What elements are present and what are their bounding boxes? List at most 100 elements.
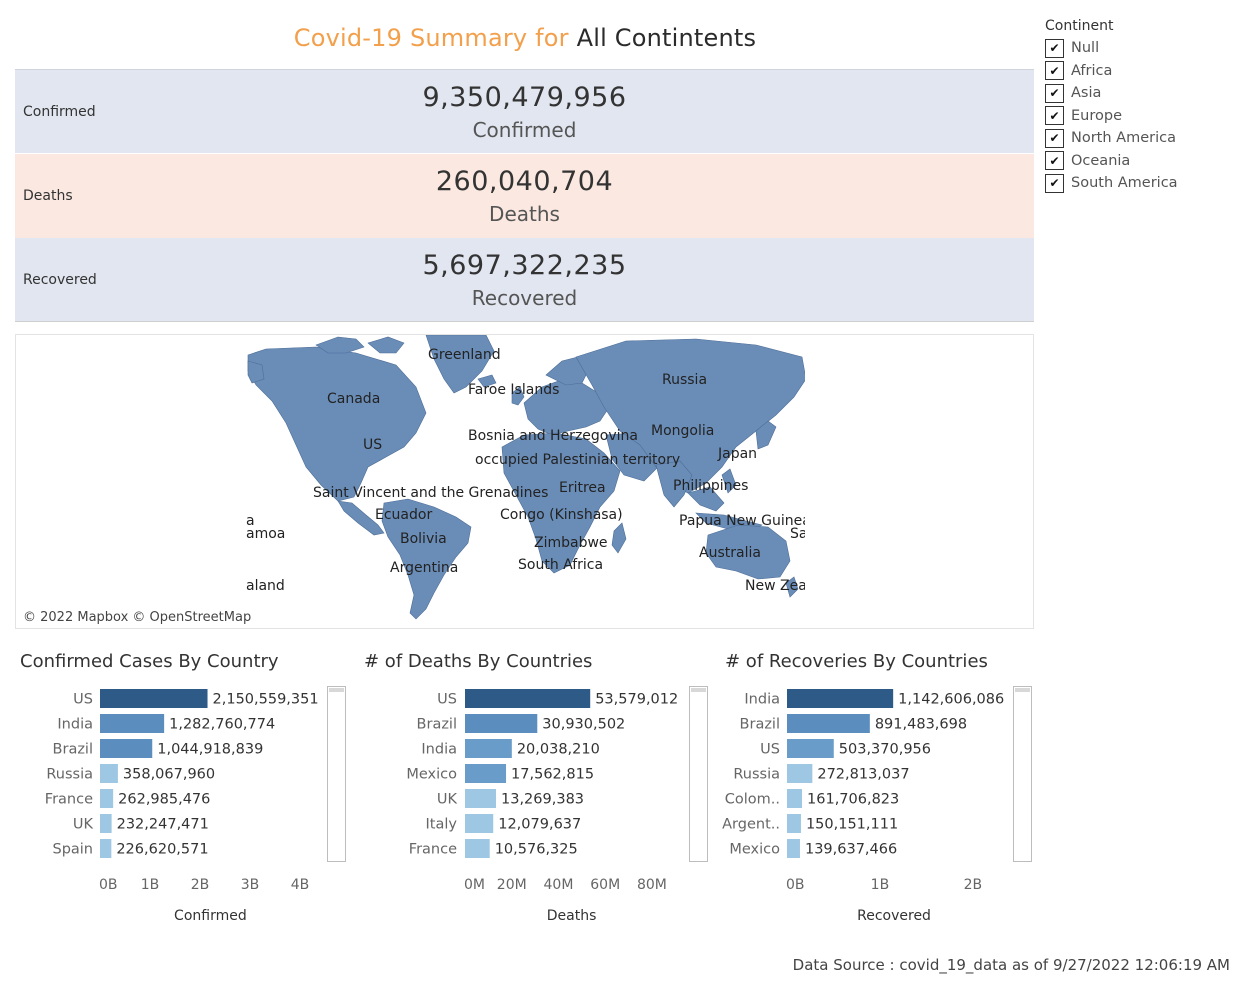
x-axis-title: Deaths (547, 908, 597, 924)
category-label: Brazil (417, 717, 457, 733)
filter-item-null[interactable]: ✔ Null (1045, 37, 1235, 60)
checkbox-checked-icon[interactable]: ✔ (1045, 38, 1064, 58)
checkbox-checked-icon[interactable]: ✔ (1045, 173, 1064, 193)
x-tick-label: 0B (786, 877, 805, 893)
bar[interactable] (787, 739, 834, 758)
bar[interactable] (787, 714, 870, 733)
title-selection: All Contintents (576, 24, 757, 52)
x-tick-label: 40M (544, 877, 574, 893)
chart-canvas: US 2,150,559,351 India 1,282,760,774 Brazil 1… (45, 689, 319, 924)
filter-item-north-america[interactable]: ✔ North America (1045, 127, 1235, 150)
chart-canvas: US 53,579,012 Brazil 30,930,502 India 20,038,… (406, 689, 678, 924)
category-label: Argent.. (722, 817, 780, 833)
bar[interactable] (787, 789, 803, 808)
category-label: Russia (733, 767, 780, 783)
map-label: Mongolia (651, 423, 714, 439)
filter-item-label: Oceania (1071, 152, 1131, 169)
kpi-measure-label: Recovered (471, 286, 578, 310)
bar[interactable] (100, 714, 165, 733)
chart-scrollbar[interactable] (327, 686, 346, 862)
data-label: 1,142,606,086 (898, 692, 1004, 708)
bar[interactable] (465, 839, 490, 858)
scrollbar-thumb[interactable] (1015, 688, 1030, 692)
map-mask-right (805, 335, 1033, 628)
chart-scrollbar[interactable] (1013, 686, 1032, 862)
data-label: 503,370,956 (839, 742, 931, 758)
chart-canvas: India 1,142,606,086 Brazil 891,483,698 US 503… (722, 689, 1004, 924)
map-label: Faroe Islands (468, 382, 559, 398)
checkbox-checked-icon[interactable]: ✔ (1045, 83, 1064, 103)
data-label: 20,038,210 (517, 742, 600, 758)
bar[interactable] (465, 814, 494, 833)
bar[interactable] (100, 739, 153, 758)
bar[interactable] (787, 689, 894, 708)
bar[interactable] (465, 714, 538, 733)
kpi-confirmed[interactable]: Confirmed 9,350,479,956 Confirmed (15, 69, 1034, 153)
kpi-deaths[interactable]: Deaths 260,040,704 Deaths (15, 154, 1034, 238)
filter-item-label: Africa (1071, 62, 1113, 79)
bar[interactable] (787, 814, 801, 833)
bar[interactable] (787, 839, 800, 858)
map-label: Greenland (428, 347, 501, 363)
bar[interactable] (465, 764, 507, 783)
map-label: Ecuador (375, 507, 432, 523)
bar[interactable] (100, 789, 114, 808)
map-label: amoa (246, 526, 285, 542)
map-mask-left (16, 335, 246, 628)
scrollbar-thumb[interactable] (329, 688, 344, 692)
data-label: 13,269,383 (501, 792, 584, 808)
map-label: New Zea (745, 578, 807, 594)
checkbox-checked-icon[interactable]: ✔ (1045, 151, 1064, 171)
filter-item-label: South America (1071, 175, 1178, 192)
kpi-value: 5,697,322,235 (422, 250, 627, 281)
x-tick-label: 2B (964, 877, 983, 893)
filter-item-asia[interactable]: ✔ Asia (1045, 82, 1235, 105)
bar[interactable] (787, 764, 813, 783)
bar[interactable] (100, 764, 118, 783)
kpi-recovered[interactable]: Recovered 5,697,322,235 Recovered (15, 238, 1034, 322)
map-label: Saint Vincent and the Grenadines (313, 485, 548, 501)
category-label: Brazil (53, 742, 93, 758)
world-map[interactable]: Greenland Faroe Islands Russia Canada US… (15, 334, 1034, 629)
bar[interactable] (465, 789, 497, 808)
map-label: Congo (Kinshasa) (500, 507, 623, 523)
category-label: India (744, 692, 780, 708)
scrollbar-thumb[interactable] (691, 688, 706, 692)
chart-title: # of Recoveries By Countries (725, 651, 988, 672)
map-label: Bolivia (400, 531, 447, 547)
map-label: Eritrea (559, 480, 606, 496)
bar[interactable] (100, 814, 112, 833)
data-label: 358,067,960 (123, 767, 215, 783)
kpi-measure-label: Confirmed (472, 118, 577, 142)
data-label: 150,151,111 (806, 817, 898, 833)
category-label: UK (73, 817, 94, 833)
bar[interactable] (100, 689, 208, 708)
map-canvas[interactable]: Greenland Faroe Islands Russia Canada US… (16, 335, 1033, 628)
filter-item-africa[interactable]: ✔ Africa (1045, 60, 1235, 83)
bar[interactable] (100, 839, 112, 858)
map-label: Australia (699, 545, 761, 561)
category-label: Russia (46, 767, 93, 783)
chart-scrollbar[interactable] (689, 686, 708, 862)
checkbox-checked-icon[interactable]: ✔ (1045, 106, 1064, 126)
x-tick-label: 80M (637, 877, 667, 893)
filter-item-europe[interactable]: ✔ Europe (1045, 105, 1235, 128)
filter-item-label: Null (1071, 40, 1100, 57)
kpi-value: 9,350,479,956 (422, 82, 627, 113)
data-source-note: Data Source : covid_19_data as of 9/27/2… (792, 956, 1230, 974)
category-label: Mexico (406, 767, 457, 783)
bar[interactable] (465, 739, 512, 758)
x-tick-label: 4B (291, 877, 310, 893)
data-label: 139,637,466 (805, 842, 897, 858)
category-label: UK (437, 792, 458, 808)
filter-item-oceania[interactable]: ✔ Oceania (1045, 150, 1235, 173)
x-tick-label: 0B (99, 877, 118, 893)
filter-item-label: North America (1071, 130, 1176, 147)
x-tick-label: 3B (241, 877, 260, 893)
bar[interactable] (465, 689, 591, 708)
checkbox-checked-icon[interactable]: ✔ (1045, 61, 1064, 81)
x-axis-title: Recovered (857, 908, 931, 924)
filter-item-label: Europe (1071, 107, 1122, 124)
filter-item-south-america[interactable]: ✔ South America (1045, 172, 1235, 195)
checkbox-checked-icon[interactable]: ✔ (1045, 128, 1064, 148)
